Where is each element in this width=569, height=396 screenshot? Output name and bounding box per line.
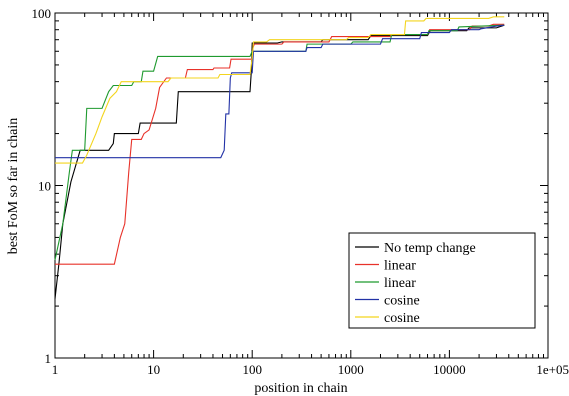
series-layer: [54, 16, 505, 299]
x-tick-label: 1000: [338, 362, 364, 377]
legend-label-4: cosine: [384, 294, 420, 309]
legend-box: [348, 232, 536, 329]
x-tick-label: 1: [52, 362, 59, 377]
series-line-3: [54, 24, 505, 261]
legend: No temp change linear linear cosine cosine: [348, 232, 536, 329]
series-line-4: [55, 24, 505, 159]
y-tick-label: 1: [45, 351, 52, 366]
x-tick-label: 1e+05: [536, 362, 569, 377]
x-tick-label: 10: [147, 362, 160, 377]
x-tick-label: 100: [242, 362, 262, 377]
x-axis-label: position in chain: [254, 381, 347, 396]
series-line-5: [55, 16, 505, 164]
x-tick-label: 10000: [433, 362, 466, 377]
y-tick-label: 100: [32, 6, 52, 21]
legend-label-2: linear: [384, 259, 416, 274]
ticks: 1 10 100 1000 10000 1e+05 1 10 100: [32, 6, 569, 377]
legend-label-5: cosine: [384, 311, 420, 326]
y-tick-label: 10: [38, 179, 51, 194]
y-axis-label: best FoM so far in chain: [6, 118, 21, 254]
legend-label-3: linear: [384, 276, 416, 291]
legend-label-1: No temp change: [384, 241, 476, 256]
